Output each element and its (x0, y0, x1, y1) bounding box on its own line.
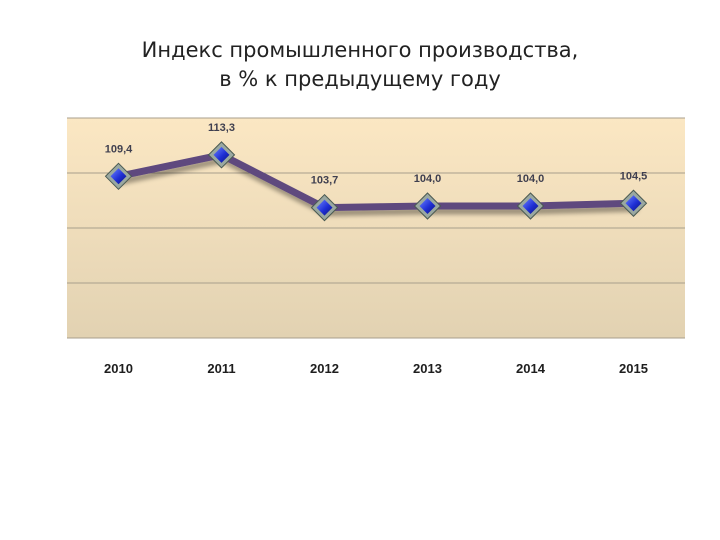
data-point-marker (310, 193, 339, 222)
x-tick-label: 2011 (207, 361, 235, 376)
marker-core (110, 168, 127, 185)
data-point-marker (207, 141, 236, 169)
x-tick-label: 2014 (516, 361, 546, 376)
data-point-marker (413, 192, 442, 220)
chart-title-line-1: Индекс промышленного производства, (141, 38, 579, 62)
marker-core (419, 198, 436, 214)
marker-core (625, 195, 642, 212)
series-line (115, 151, 637, 212)
data-label: 113,3 (208, 122, 235, 134)
data-label: 104,0 (414, 173, 442, 185)
x-tick-label: 2010 (104, 361, 133, 376)
marker-core (316, 199, 333, 216)
data-label: 104,5 (620, 170, 648, 182)
data-point-marker (516, 192, 545, 220)
data-point-marker (619, 189, 648, 217)
x-tick-label: 2012 (310, 361, 339, 376)
data-label: 103,7 (311, 175, 339, 187)
x-axis-tick-labels: 2010 2011 2012 2013 2014 2015 (104, 361, 648, 376)
x-tick-label: 2015 (619, 361, 648, 376)
chart-title-line-2: в % к предыдущему году (219, 67, 501, 91)
gridlines (67, 117, 685, 339)
data-label: 104,0 (517, 173, 545, 185)
marker-core (522, 198, 539, 214)
data-label: 109,4 (105, 143, 133, 155)
chart-title: Индекс промышленного производства, в % к… (0, 36, 720, 94)
series-line-group (115, 151, 637, 212)
markers-group (104, 141, 648, 222)
x-tick-label: 2013 (413, 361, 442, 376)
data-point-marker (104, 162, 133, 191)
data-labels-group: 109,4 113,3 103,7 104,0 104,0 104,5 (105, 122, 648, 187)
marker-core (213, 146, 230, 163)
